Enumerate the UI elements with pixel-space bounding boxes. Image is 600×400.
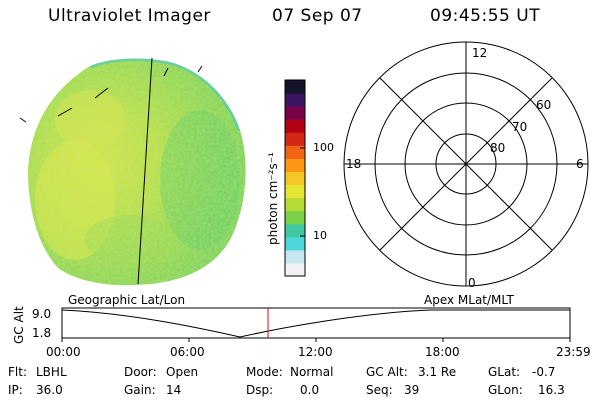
mode-value: Normal [290, 365, 334, 379]
glat-value: -0.7 [532, 365, 556, 379]
colorbar-segment [285, 236, 305, 251]
colorbar-segment [285, 132, 305, 146]
door-value: Open [166, 365, 199, 379]
colorbar-segment [285, 171, 305, 186]
gcalt-value: 3.1 Re [418, 365, 457, 379]
mlt-label-18: 18 [346, 157, 362, 171]
colorbar-segment [285, 80, 305, 94]
lat-label-70: 70 [512, 120, 528, 134]
mlt-label-6: 6 [576, 157, 584, 171]
gain-label: Gain: [124, 383, 156, 397]
altitude-ymax: 9.0 [32, 307, 52, 321]
ip-value: 36.0 [36, 383, 63, 397]
observation-time: 09:45:55 UT [430, 6, 541, 26]
colorbar-segment [285, 223, 305, 238]
mode-label: Mode: [246, 365, 283, 379]
colorbar-segment [285, 262, 305, 277]
lat-label-60: 60 [536, 98, 552, 112]
altitude-ymin: 1.8 [32, 326, 52, 340]
time-tick-0: 00:00 [46, 345, 81, 359]
altitude-axis-label: GC Alt [12, 306, 26, 344]
observation-date: 07 Sep 07 [272, 6, 363, 26]
seq-value: 39 [404, 383, 420, 397]
colorbar-segment [285, 93, 305, 107]
dsp-value: 0.0 [300, 383, 320, 397]
colorbar-segment [285, 210, 305, 225]
seq-label: Seq: [366, 383, 393, 397]
glon-value: 16.3 [538, 383, 565, 397]
colorbar-tick-100: 100 [313, 141, 334, 154]
time-tick-3: 18:00 [425, 345, 460, 359]
colorbar-tick-10: 10 [313, 229, 327, 242]
filter-label: Flt: [8, 365, 27, 379]
door-label: Door: [124, 365, 157, 379]
gain-value: 14 [166, 383, 182, 397]
time-tick-1: 06:00 [170, 345, 205, 359]
colorbar-segment [285, 249, 305, 264]
ip-label: IP: [8, 383, 23, 397]
dsp-label: Dsp: [246, 383, 274, 397]
apex-coords-label: Apex MLat/MLT [424, 293, 514, 307]
colorbar-segment [285, 197, 305, 212]
mlt-label-0: 0 [468, 276, 476, 290]
lat-label-80: 80 [490, 141, 506, 155]
gcalt-label: GC Alt: [366, 365, 408, 379]
instrument-title: Ultraviolet Imager [48, 6, 211, 26]
colorbar-segment [285, 158, 305, 172]
mlt-label-12: 12 [472, 46, 488, 60]
time-tick-4: 23:59 [556, 345, 591, 359]
glon-label: GLon: [488, 383, 523, 397]
colorbar-segment [285, 119, 305, 133]
glat-label: GLat: [488, 365, 521, 379]
colorbar-segment [285, 184, 305, 199]
colorbar-segment [285, 106, 305, 120]
time-tick-2: 12:00 [298, 345, 333, 359]
colorbar-segment [285, 145, 305, 159]
geographic-coords-label: Geographic Lat/Lon [68, 293, 186, 307]
filter-value: LBHL [36, 365, 67, 379]
